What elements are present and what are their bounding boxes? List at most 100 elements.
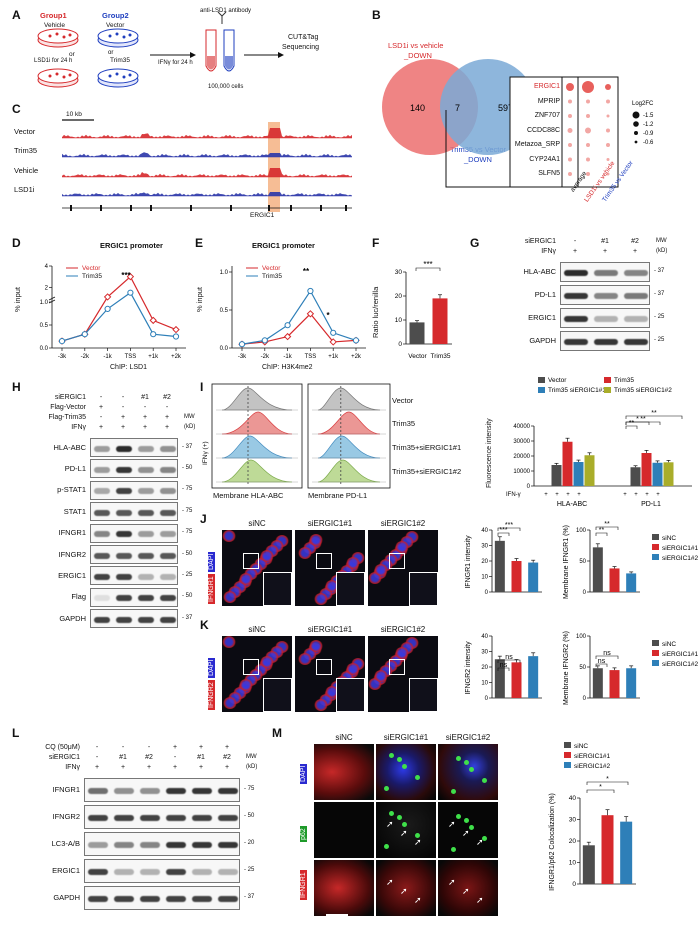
header-value-0-1: - — [95, 744, 99, 751]
blot-strip-flag — [90, 587, 178, 607]
blot-strip-gapdh — [84, 886, 240, 910]
cell-13 — [325, 580, 339, 592]
blot-strip-lc3-a/b — [84, 832, 240, 856]
panel-j-chart-intensity: 0 10 20 30 40 ****** IFNGR1 intensity — [465, 522, 542, 596]
point-vector-4 — [329, 338, 337, 346]
y-tick-label-4: 40 — [569, 795, 577, 802]
x-tick-label-4: +1k — [148, 354, 159, 360]
x-tick-label-2: -1k — [103, 354, 112, 360]
band-flag-2 — [138, 595, 154, 602]
exon-4 — [190, 205, 192, 211]
significance-0: *** — [121, 271, 131, 280]
band-ifngr1-0 — [88, 788, 108, 794]
bar-1-0 — [511, 662, 522, 698]
roi-box — [316, 552, 332, 569]
cuttag-label: CUT&Tag — [288, 34, 319, 41]
zoom-inset — [409, 572, 438, 606]
legend-dot-0 — [632, 111, 640, 119]
panel-letter-c: C — [12, 102, 21, 116]
cell-11 — [395, 647, 409, 659]
legend-swatch-1 — [652, 650, 659, 656]
band-flag-1 — [116, 595, 132, 602]
x-tick-label-1: -2k — [81, 354, 90, 360]
header-value-2-2: + — [120, 764, 126, 771]
band-label-ergic1: ERGIC1 — [58, 570, 86, 580]
band-label-p-stat1: p-STAT1 — [57, 485, 86, 495]
point-trim35-2 — [284, 322, 291, 329]
band-ergic1-5 — [218, 869, 238, 875]
mw-marker-4: - 75 — [182, 529, 193, 536]
exon-1 — [100, 205, 102, 211]
bar-2-0 — [620, 821, 633, 884]
scale-bar — [326, 914, 348, 916]
sig-label-0: * — [599, 784, 602, 791]
legend-swatch-2 — [538, 387, 545, 393]
band-ifngr2-5 — [218, 815, 238, 821]
y-tick-label-0: 0 — [583, 590, 587, 596]
mw-unit: (kD) — [246, 764, 258, 770]
p62-puncta-3 — [451, 789, 456, 794]
band-ifngr2-4 — [192, 815, 212, 821]
header-value-1-4: - — [165, 404, 169, 411]
dot-cyp24a1-2 — [606, 158, 610, 161]
arrow-icon-2: ➚ — [476, 895, 484, 905]
sig-bracket-1 — [595, 532, 608, 536]
series-line-trim35 — [61, 291, 177, 342]
sig-bracket-0 — [586, 789, 615, 793]
mw-unit: (kD) — [184, 424, 196, 430]
legend-swatch-0 — [652, 640, 659, 646]
arrow-icon-2: ➚ — [414, 837, 422, 847]
p62-puncta-3 — [451, 847, 456, 852]
legend-label-1: siERGIC1#1 — [574, 753, 611, 760]
band-lc3-a/b-0 — [88, 842, 108, 848]
p62-puncta-4 — [397, 757, 402, 762]
dot-cyp24a1-0 — [568, 157, 572, 162]
exon-6 — [268, 205, 270, 211]
panel-d-title: ERGIC1 promoter — [100, 241, 163, 250]
column-label-2: siERGIC1#2 — [380, 625, 426, 634]
legend-swatch-3 — [604, 387, 611, 393]
band-ergic1-2 — [138, 573, 154, 580]
x-tick-label-5: +2k — [351, 354, 362, 360]
dot-mprip-0 — [568, 99, 572, 104]
legend-label-2: siERGIC1#2 — [662, 555, 699, 562]
legend-label-1: Trim35 — [614, 377, 634, 384]
header-label-1: Flag-Vector — [50, 404, 86, 411]
band-ergic1-3 — [166, 869, 186, 875]
dot-plot — [566, 81, 611, 176]
band-stat1-0 — [94, 509, 110, 516]
point-trim35-2 — [104, 305, 111, 313]
header-value-1-5: #1 — [197, 754, 205, 761]
panel-i-ifng-axis: IFNγ (+) — [202, 441, 209, 465]
band-label-ifngr1: IFNGR1 — [58, 528, 86, 538]
x-tick-label-0: -3k — [58, 354, 67, 360]
band-ergic1-1 — [114, 869, 134, 875]
blot-strip-gapdh — [90, 609, 178, 629]
p62-puncta-2 — [415, 833, 420, 838]
ifn-plus-0-2: + — [566, 492, 570, 498]
venn-set2-line2: _DOWN — [464, 155, 492, 164]
exon-5 — [230, 205, 232, 211]
y-tick-label-1: 50 — [579, 559, 586, 565]
legend-swatch-0 — [538, 377, 545, 383]
ifn-plus-0-3: + — [577, 492, 581, 498]
band-label-ifngr2: IFNGR2 — [52, 812, 80, 821]
point-trim35-1 — [261, 337, 268, 344]
y-axis-label: Membrane IFNGR2 (%) — [563, 631, 570, 705]
column-label-0: siNC — [248, 519, 266, 528]
tubes-icon — [205, 29, 235, 72]
band-label-gapdh: GAPDH — [59, 613, 86, 623]
legend-label-1: siERGIC1#1 — [662, 545, 699, 552]
y-axis-label: IFNGR1/p62 Colocalization (%) — [549, 793, 556, 891]
y-tick-label-0: 0 — [485, 590, 489, 596]
header-value-1-6: #2 — [223, 754, 231, 761]
band-label-gapdh: GAPDH — [53, 893, 80, 902]
panel-e-xlabel: ChIP: H3K4me2 — [262, 364, 313, 371]
group-label-0: HLA-ABC — [557, 501, 587, 508]
band-hla-abc-1 — [116, 445, 132, 452]
y-tick-label-3: 30 — [395, 269, 403, 276]
sig-label-0: *** — [423, 260, 432, 269]
header-value-2-3: + — [146, 764, 152, 771]
header-label-2: IFNγ — [65, 764, 80, 771]
